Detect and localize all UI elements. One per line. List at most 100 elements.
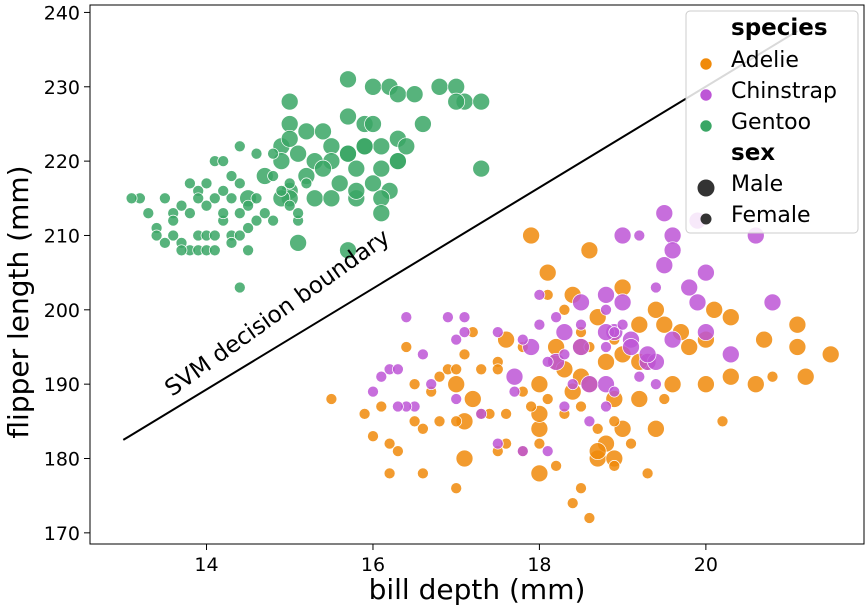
chinstrap-female-point: [491, 437, 504, 450]
adelie-female-point: [491, 363, 504, 376]
chinstrap-male-point: [663, 226, 682, 245]
chinstrap-male-point: [721, 345, 740, 364]
gentoo-male-point: [355, 137, 374, 156]
y-tick-label: 190: [44, 374, 80, 396]
chinstrap-female-point: [608, 326, 621, 338]
adelie-male-point: [530, 375, 549, 394]
adelie-male-point: [588, 442, 607, 460]
adelie-male-point: [680, 338, 699, 356]
gentoo-male-point: [472, 92, 491, 111]
x-axis-label: bill depth (mm): [369, 573, 586, 606]
adelie-female-point: [625, 437, 637, 450]
gentoo-female-point: [225, 237, 238, 249]
adelie-female-point: [716, 415, 729, 428]
gentoo-male-point: [389, 85, 407, 104]
gentoo-female-point: [292, 207, 304, 220]
adelie-female-point: [392, 445, 404, 457]
gentoo-male-point: [347, 182, 366, 200]
adelie-female-point: [383, 467, 396, 480]
adelie-male-point: [630, 315, 649, 334]
gentoo-female-point: [184, 177, 196, 190]
gentoo-male-point: [339, 107, 357, 126]
gentoo-female-point: [267, 147, 279, 160]
adelie-male-point: [538, 263, 557, 282]
adelie-female-point: [450, 363, 463, 376]
adelie-male-point: [721, 308, 740, 327]
legend-box: [685, 10, 859, 234]
gentoo-female-point: [159, 192, 171, 205]
adelie-female-point: [533, 437, 546, 450]
adelie-female-point: [375, 400, 388, 413]
adelie-male-point: [796, 367, 815, 386]
gentoo-male-point: [447, 92, 466, 111]
adelie-male-point: [580, 241, 599, 260]
chinstrap-female-point: [475, 408, 488, 420]
adelie-female-point: [558, 303, 571, 316]
adelie-male-point: [821, 345, 840, 364]
points-layer: [125, 70, 840, 524]
chinstrap-female-point: [508, 385, 521, 398]
decision-boundary: [122, 30, 798, 441]
gentoo-male-point: [364, 115, 382, 133]
adelie-female-point: [433, 415, 446, 428]
chinstrap-male-point: [697, 323, 715, 341]
gentoo-female-point: [159, 237, 171, 249]
adelie-male-point: [647, 419, 665, 438]
y-tick-label: 220: [44, 151, 80, 173]
chinstrap-female-point: [417, 348, 429, 361]
gentoo-male-point: [372, 204, 391, 223]
adelie-female-point: [641, 467, 654, 480]
adelie-female-point: [367, 430, 379, 443]
chinstrap-female-point: [566, 378, 579, 391]
adelie-female-point: [358, 408, 371, 420]
gentoo-female-point: [125, 192, 138, 205]
gentoo-male-point: [405, 85, 424, 104]
chinstrap-male-point: [572, 338, 590, 356]
gentoo-male-point: [430, 77, 449, 96]
chinstrap-male-point: [572, 293, 590, 312]
chinstrap-female-point: [600, 341, 612, 353]
gentoo-female-point: [233, 177, 246, 190]
adelie-female-point: [566, 497, 579, 509]
adelie-male-point: [755, 330, 773, 349]
adelie-female-point: [766, 370, 779, 383]
legend-adelie-label: Adelie: [731, 48, 799, 73]
gentoo-male-point: [314, 159, 332, 178]
adelie-male-point: [522, 226, 540, 245]
gentoo-female-point: [217, 155, 230, 167]
chinstrap-male-point: [597, 286, 615, 304]
gentoo-female-point: [250, 214, 263, 227]
gentoo-male-point: [372, 137, 391, 156]
chinstrap-male-point: [655, 256, 674, 275]
chinstrap-male-point: [763, 293, 782, 312]
chinstrap-female-point: [550, 311, 562, 324]
gentoo-female-point: [150, 229, 163, 242]
gentoo-female-point: [200, 177, 213, 190]
adelie-female-point: [458, 348, 471, 361]
gentoo-male-point: [330, 174, 349, 193]
adelie-female-point: [417, 422, 429, 435]
gentoo-female-point: [283, 177, 296, 190]
chinstrap-female-point: [425, 378, 438, 391]
chinstrap-female-point: [450, 333, 463, 346]
y-tick-label: 180: [44, 449, 80, 471]
gentoo-female-point: [208, 192, 221, 205]
adelie-female-point: [433, 370, 446, 383]
gentoo-male-point: [322, 137, 341, 156]
adelie-female-point: [408, 415, 421, 428]
chinstrap-male-point: [505, 367, 524, 386]
adelie-female-point: [550, 460, 562, 472]
chinstrap-male-point: [613, 226, 632, 245]
chinstrap-female-point: [650, 281, 662, 294]
legend-gentoo-marker: [699, 119, 713, 133]
gentoo-male-point: [347, 159, 366, 178]
chinstrap-female-point: [575, 318, 587, 331]
x-tick-label: 14: [194, 554, 218, 576]
chinstrap-male-point: [688, 293, 707, 312]
adelie-female-point: [400, 341, 413, 353]
chinstrap-female-point: [600, 400, 612, 413]
gentoo-male-point: [414, 115, 432, 133]
gentoo-female-point: [250, 147, 263, 160]
